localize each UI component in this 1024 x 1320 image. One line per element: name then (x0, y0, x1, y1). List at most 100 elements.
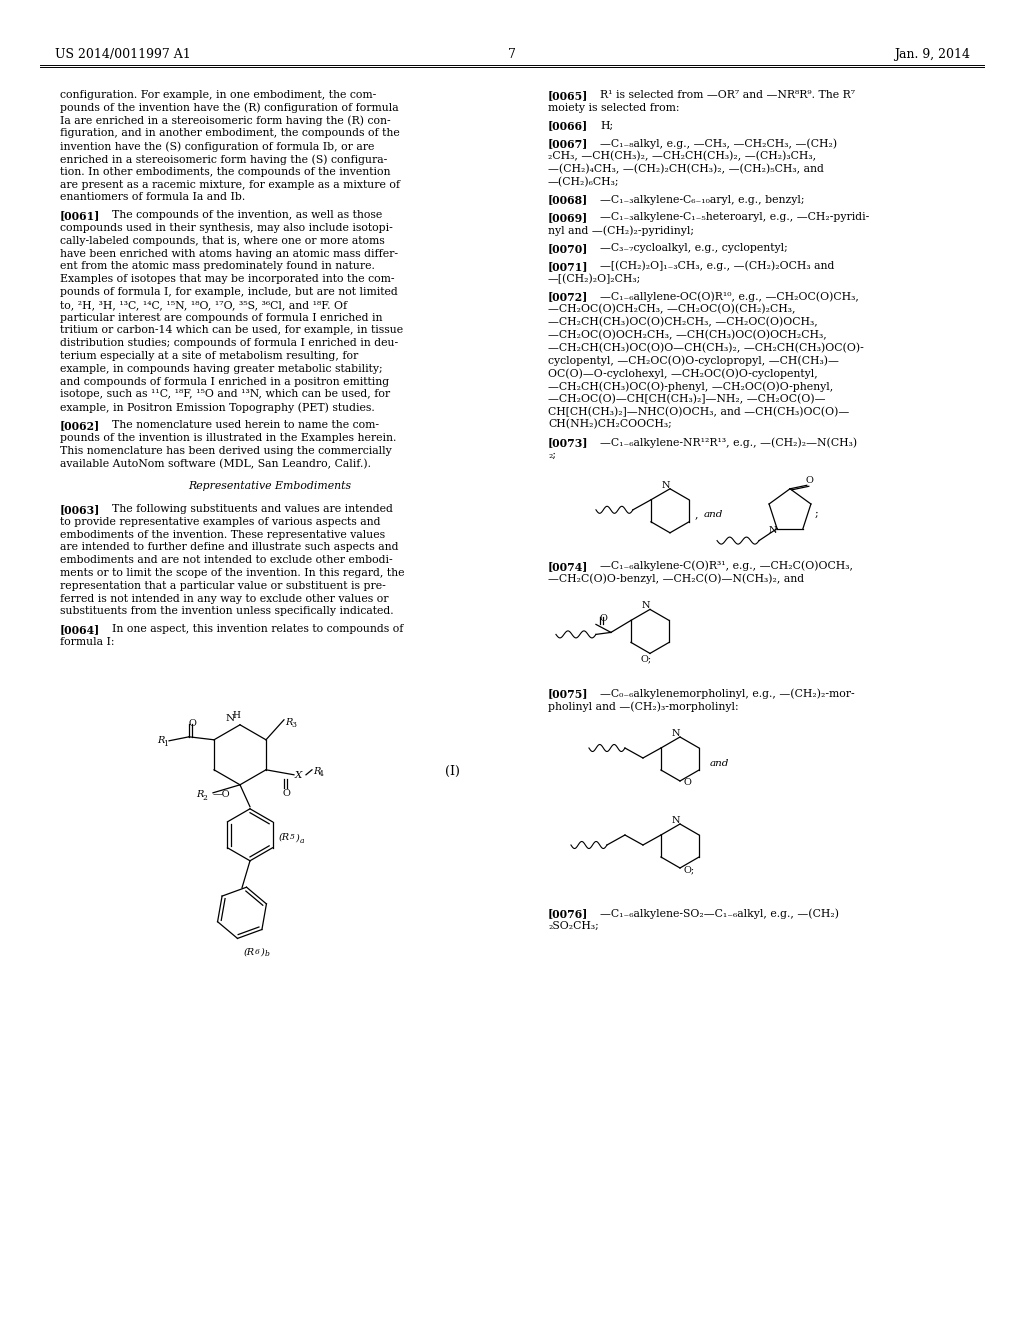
Text: 7: 7 (508, 48, 516, 61)
Text: [0062]: [0062] (60, 420, 100, 432)
Text: Examples of isotopes that may be incorporated into the com-: Examples of isotopes that may be incorpo… (60, 275, 394, 284)
Text: [0072]: [0072] (548, 292, 589, 302)
Text: —C₁₋₆alkylene-NR¹²R¹³, e.g., —(CH₂)₂—N(CH₃): —C₁₋₆alkylene-NR¹²R¹³, e.g., —(CH₂)₂—N(C… (600, 437, 857, 447)
Text: —(CH₂)₆CH₃;: —(CH₂)₆CH₃; (548, 177, 620, 187)
Text: R: R (157, 735, 165, 744)
Text: cally-labeled compounds, that is, where one or more atoms: cally-labeled compounds, that is, where … (60, 236, 385, 246)
Text: [0073]: [0073] (548, 437, 589, 449)
Text: pounds of the invention have the (R) configuration of formula: pounds of the invention have the (R) con… (60, 103, 398, 114)
Text: ₂SO₂CH₃;: ₂SO₂CH₃; (548, 921, 599, 931)
Text: —C₁₋₈alkyl, e.g., —CH₃, —CH₂CH₃, —(CH₂): —C₁₋₈alkyl, e.g., —CH₃, —CH₂CH₃, —(CH₂) (600, 139, 838, 149)
Text: enriched in a stereoisomeric form having the (S) configura-: enriched in a stereoisomeric form having… (60, 154, 387, 165)
Text: CH[CH(CH₃)₂]—NHC(O)OCH₃, and —CH(CH₃)OC(O)—: CH[CH(CH₃)₂]—NHC(O)OCH₃, and —CH(CH₃)OC(… (548, 407, 849, 417)
Text: enantiomers of formula Ia and Ib.: enantiomers of formula Ia and Ib. (60, 193, 246, 202)
Text: Jan. 9, 2014: Jan. 9, 2014 (894, 48, 970, 61)
Text: are intended to further define and illustrate such aspects and: are intended to further define and illus… (60, 543, 398, 552)
Text: and compounds of formula I enriched in a positron emitting: and compounds of formula I enriched in a… (60, 376, 389, 387)
Text: ₂CH₃, —CH(CH₃)₂, —CH₂CH(CH₃)₂, —(CH₂)₃CH₃,: ₂CH₃, —CH(CH₃)₂, —CH₂CH(CH₃)₂, —(CH₂)₃CH… (548, 152, 816, 161)
Text: tion. In other embodiments, the compounds of the invention: tion. In other embodiments, the compound… (60, 166, 390, 177)
Text: and: and (705, 510, 723, 519)
Text: R: R (285, 718, 293, 727)
Text: —C₃₋₇cycloalkyl, e.g., cyclopentyl;: —C₃₋₇cycloalkyl, e.g., cyclopentyl; (600, 243, 787, 253)
Text: and: and (710, 759, 729, 768)
Text: —[(CH₂)₂O]₁₋₃CH₃, e.g., —(CH₂)₂OCH₃ and: —[(CH₂)₂O]₁₋₃CH₃, e.g., —(CH₂)₂OCH₃ and (600, 261, 835, 272)
Text: ): ) (260, 948, 264, 957)
Text: 2: 2 (202, 793, 207, 801)
Text: N: N (642, 602, 650, 610)
Text: compounds used in their synthesis, may also include isotopi-: compounds used in their synthesis, may a… (60, 223, 393, 234)
Text: pounds of the invention is illustrated in the Examples herein.: pounds of the invention is illustrated i… (60, 433, 396, 442)
Text: N: N (226, 714, 236, 723)
Text: formula I:: formula I: (60, 638, 115, 647)
Text: substituents from the invention unless specifically indicated.: substituents from the invention unless s… (60, 606, 393, 616)
Text: O: O (599, 614, 607, 623)
Text: O;: O; (640, 655, 651, 664)
Text: figuration, and in another embodiment, the compounds of the: figuration, and in another embodiment, t… (60, 128, 399, 139)
Text: N: N (672, 816, 680, 825)
Text: 4: 4 (319, 770, 324, 777)
Text: —CH₂C(O)O-benzyl, —CH₂C(O)—N(CH₃)₂, and: —CH₂C(O)O-benzyl, —CH₂C(O)—N(CH₃)₂, and (548, 574, 804, 585)
Text: O: O (283, 789, 291, 797)
Text: O: O (806, 477, 814, 486)
Text: (R: (R (244, 948, 255, 957)
Text: ,: , (695, 508, 698, 519)
Text: R: R (196, 789, 204, 799)
Text: R¹ is selected from —OR⁷ and —NR⁸R⁹. The R⁷: R¹ is selected from —OR⁷ and —NR⁸R⁹. The… (600, 90, 855, 100)
Text: embodiments and are not intended to exclude other embodi-: embodiments and are not intended to excl… (60, 556, 392, 565)
Text: [0069]: [0069] (548, 213, 588, 223)
Text: [0063]: [0063] (60, 504, 100, 515)
Text: configuration. For example, in one embodiment, the com-: configuration. For example, in one embod… (60, 90, 376, 100)
Text: —C₁₋₃alkylene-C₁₋₅heteroaryl, e.g., —CH₂-pyridi-: —C₁₋₃alkylene-C₁₋₅heteroaryl, e.g., —CH₂… (600, 213, 869, 222)
Text: terium especially at a site of metabolism resulting, for: terium especially at a site of metabolis… (60, 351, 358, 360)
Text: 5: 5 (290, 833, 295, 841)
Text: [0064]: [0064] (60, 624, 100, 635)
Text: N: N (672, 729, 680, 738)
Text: [0067]: [0067] (548, 139, 589, 149)
Text: The following substituents and values are intended: The following substituents and values ar… (112, 504, 393, 513)
Text: The compounds of the invention, as well as those: The compounds of the invention, as well … (112, 210, 382, 220)
Text: —C₁₋₆allylene-OC(O)R¹⁰, e.g., —CH₂OC(O)CH₃,: —C₁₋₆allylene-OC(O)R¹⁰, e.g., —CH₂OC(O)C… (600, 292, 859, 302)
Text: ent from the atomic mass predominately found in nature.: ent from the atomic mass predominately f… (60, 261, 375, 272)
Text: —O: —O (213, 789, 230, 799)
Text: —CH₂OC(O)OCH₂CH₃, —CH(CH₃)OC(O)OCH₂CH₃,: —CH₂OC(O)OCH₂CH₃, —CH(CH₃)OC(O)OCH₂CH₃, (548, 330, 826, 341)
Text: a: a (300, 837, 304, 845)
Text: are present as a racemic mixture, for example as a mixture of: are present as a racemic mixture, for ex… (60, 180, 400, 190)
Text: cyclopentyl, —CH₂OC(O)O-cyclopropyl, —CH(CH₃)—: cyclopentyl, —CH₂OC(O)O-cyclopropyl, —CH… (548, 355, 839, 366)
Text: [0071]: [0071] (548, 261, 589, 272)
Text: ments or to limit the scope of the invention. In this regard, the: ments or to limit the scope of the inven… (60, 568, 404, 578)
Text: OC(O)—O-cyclohexyl, —CH₂OC(O)O-cyclopentyl,: OC(O)—O-cyclohexyl, —CH₂OC(O)O-cyclopent… (548, 368, 818, 379)
Text: H: H (232, 710, 240, 719)
Text: O: O (188, 719, 196, 727)
Text: In one aspect, this invention relates to compounds of: In one aspect, this invention relates to… (112, 624, 403, 634)
Text: example, in compounds having greater metabolic stability;: example, in compounds having greater met… (60, 364, 383, 374)
Text: N: N (662, 480, 671, 490)
Text: isotope, such as ¹¹C, ¹⁸F, ¹⁵O and ¹³N, which can be used, for: isotope, such as ¹¹C, ¹⁸F, ¹⁵O and ¹³N, … (60, 389, 390, 400)
Text: moiety is selected from:: moiety is selected from: (548, 103, 680, 112)
Text: —CH₂OC(O)CH₂CH₃, —CH₂OC(O)(CH₂)₂CH₃,: —CH₂OC(O)CH₂CH₃, —CH₂OC(O)(CH₂)₂CH₃, (548, 304, 796, 314)
Text: US 2014/0011997 A1: US 2014/0011997 A1 (55, 48, 190, 61)
Text: [0061]: [0061] (60, 210, 100, 222)
Text: O;: O; (683, 865, 694, 874)
Text: [0074]: [0074] (548, 561, 589, 572)
Text: —CH₂CH(CH₃)OC(O)O—CH(CH₃)₂, —CH₂CH(CH₃)OC(O)-: —CH₂CH(CH₃)OC(O)O—CH(CH₃)₂, —CH₂CH(CH₃)O… (548, 343, 864, 352)
Text: H;: H; (600, 120, 613, 131)
Text: The nomenclature used herein to name the com-: The nomenclature used herein to name the… (112, 420, 379, 430)
Text: invention have the (S) configuration of formula Ib, or are: invention have the (S) configuration of … (60, 141, 375, 152)
Text: ;: ; (815, 508, 819, 519)
Text: [0068]: [0068] (548, 194, 588, 206)
Text: ₂;: ₂; (548, 450, 556, 459)
Text: —[(CH₂)₂O]₂CH₃;: —[(CH₂)₂O]₂CH₃; (548, 273, 641, 284)
Text: 3: 3 (291, 721, 296, 729)
Text: R: R (313, 767, 321, 776)
Text: [0066]: [0066] (548, 120, 588, 132)
Text: Ia are enriched in a stereoisomeric form having the (R) con-: Ia are enriched in a stereoisomeric form… (60, 116, 390, 127)
Text: Representative Embodiments: Representative Embodiments (188, 482, 351, 491)
Text: have been enriched with atoms having an atomic mass differ-: have been enriched with atoms having an … (60, 248, 398, 259)
Text: 1: 1 (163, 739, 168, 748)
Text: O: O (683, 777, 691, 787)
Text: [0076]: [0076] (548, 908, 589, 919)
Text: (I): (I) (445, 764, 460, 777)
Text: particular interest are compounds of formula I enriched in: particular interest are compounds of for… (60, 313, 383, 322)
Text: to, ²H, ³H, ¹³C, ¹⁴C, ¹⁵N, ¹⁸O, ¹⁷O, ³⁵S, ³⁶Cl, and ¹⁸F. Of: to, ²H, ³H, ¹³C, ¹⁴C, ¹⁵N, ¹⁸O, ¹⁷O, ³⁵S… (60, 300, 347, 310)
Text: N: N (769, 525, 777, 535)
